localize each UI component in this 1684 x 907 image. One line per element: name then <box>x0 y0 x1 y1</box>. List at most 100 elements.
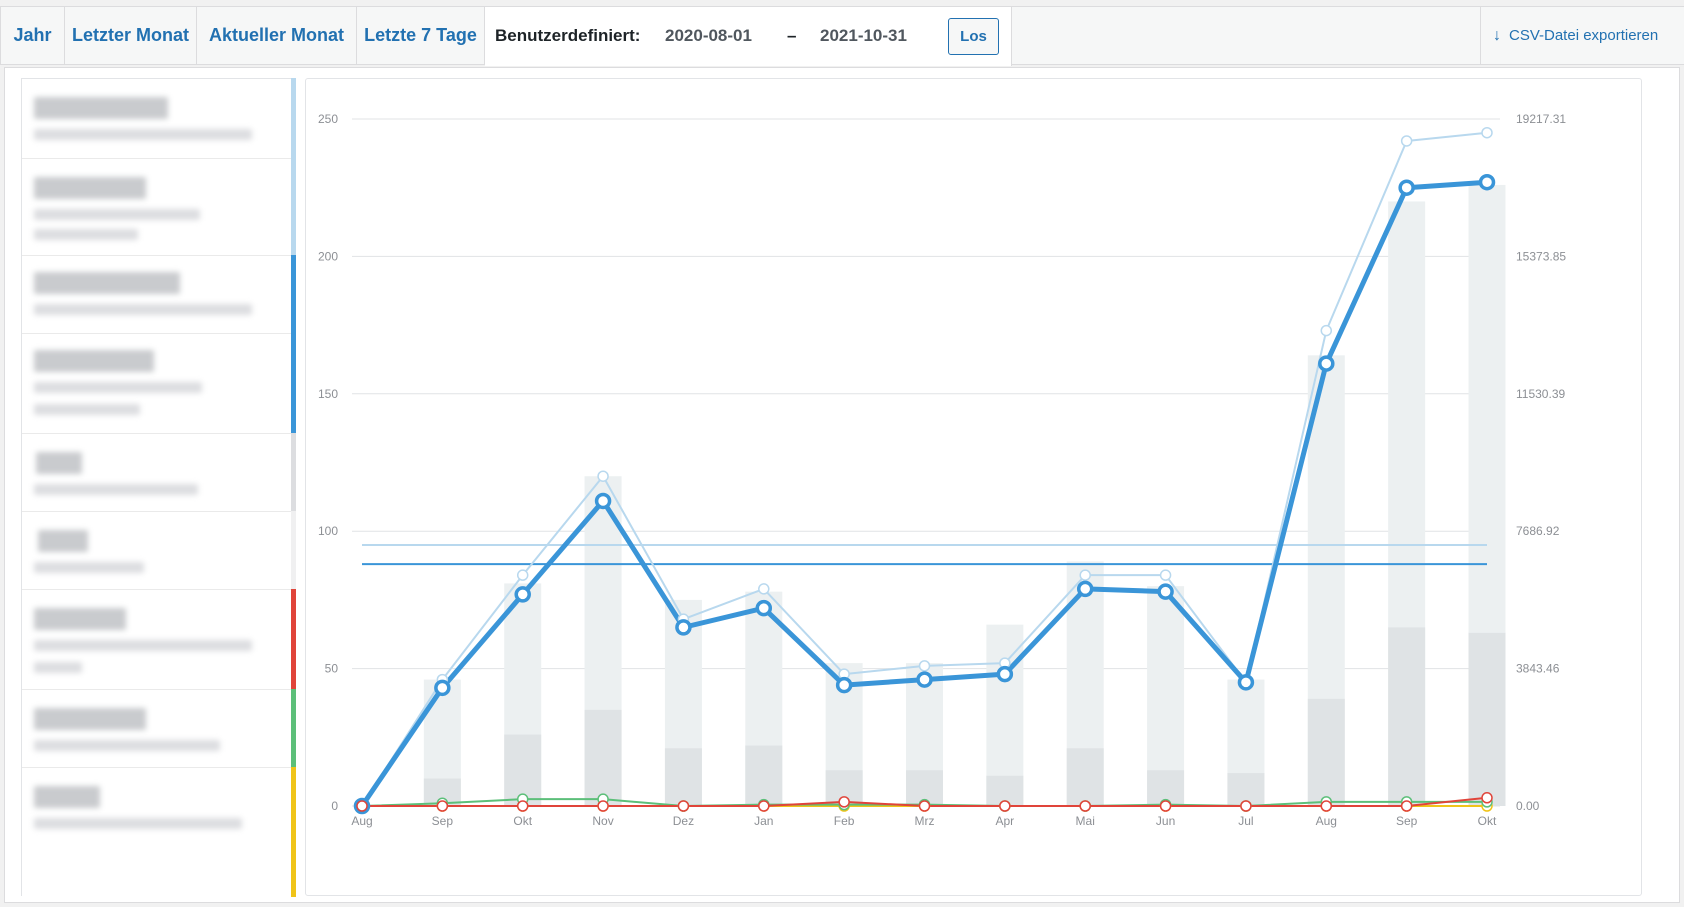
data-point[interactable] <box>516 569 529 581</box>
series-color-bar <box>291 433 296 512</box>
bar <box>1307 698 1345 806</box>
data-point[interactable] <box>1079 569 1091 581</box>
data-point[interactable] <box>434 679 451 697</box>
redacted-description <box>34 382 202 393</box>
data-point[interactable] <box>916 671 933 688</box>
data-point[interactable] <box>1400 135 1413 147</box>
redacted-description <box>34 562 144 573</box>
data-point[interactable] <box>514 586 531 603</box>
series-color-bar <box>291 255 296 334</box>
data-point[interactable] <box>356 800 368 812</box>
data-point[interactable] <box>516 800 529 812</box>
legend-item[interactable] <box>22 78 296 159</box>
data-point[interactable] <box>597 470 609 482</box>
data-point[interactable] <box>1398 179 1415 196</box>
bar <box>1388 627 1426 806</box>
data-point[interactable] <box>594 492 612 510</box>
legend-item[interactable] <box>22 767 296 897</box>
redacted-description <box>34 229 138 240</box>
y-left-tick-label: 100 <box>318 524 338 538</box>
y-right-tick-label: 19217.31 <box>1516 112 1566 126</box>
y-right-tick-label: 15373.85 <box>1516 249 1566 263</box>
legend-item[interactable] <box>22 689 296 768</box>
redacted-value <box>34 97 168 119</box>
data-point[interactable] <box>597 800 609 812</box>
legend-item[interactable] <box>22 255 296 334</box>
x-tick-label: Sep <box>432 814 454 828</box>
data-point[interactable] <box>1079 800 1091 812</box>
data-point[interactable] <box>996 665 1014 683</box>
data-point[interactable] <box>1237 674 1255 691</box>
data-point[interactable] <box>1478 173 1496 191</box>
data-point[interactable] <box>835 676 853 694</box>
redacted-description <box>34 209 200 220</box>
data-point[interactable] <box>1481 126 1493 139</box>
redacted-value <box>34 786 100 808</box>
data-point[interactable] <box>1240 800 1252 812</box>
redacted-description <box>34 740 220 751</box>
x-tick-label: Nov <box>592 814 613 828</box>
data-point[interactable] <box>675 619 692 636</box>
x-tick-label: Jan <box>754 814 773 828</box>
tab-last-7-days[interactable]: Letzte 7 Tage <box>357 7 485 64</box>
data-point[interactable] <box>758 583 770 595</box>
date-from-field[interactable]: 2020-08-01 <box>665 26 752 45</box>
x-tick-label: Sep <box>1396 814 1418 828</box>
data-point[interactable] <box>1159 800 1172 812</box>
data-point[interactable] <box>1320 324 1333 337</box>
data-point[interactable] <box>1076 580 1094 598</box>
legend-item[interactable] <box>22 333 296 434</box>
redacted-value <box>34 350 154 372</box>
y-left-tick-label: 150 <box>318 387 338 401</box>
data-point[interactable] <box>1400 800 1413 812</box>
series-color-bar <box>291 78 296 159</box>
y-right-tick-label: 3843.46 <box>1516 662 1560 676</box>
tab-year[interactable]: Jahr <box>0 7 65 64</box>
bar <box>664 748 702 806</box>
data-point[interactable] <box>918 800 931 812</box>
download-arrow-icon: ↓ <box>1493 27 1501 44</box>
data-point[interactable] <box>1320 800 1333 812</box>
data-point[interactable] <box>1318 355 1335 372</box>
submit-range-button[interactable]: Los <box>948 18 999 55</box>
x-tick-label: Okt <box>513 814 532 828</box>
date-to-field[interactable]: 2021-10-31 <box>820 26 907 45</box>
data-point[interactable] <box>1159 569 1172 581</box>
x-tick-label: Okt <box>1478 814 1497 828</box>
tab-last-month[interactable]: Letzter Monat <box>65 7 197 64</box>
bar <box>584 709 622 806</box>
revenue-chart: 0 50 100 150 200 250 0.00 3843.46 7686.92 11530.3… <box>318 112 1566 828</box>
data-point[interactable] <box>755 599 773 617</box>
data-point[interactable] <box>436 800 449 812</box>
data-point[interactable] <box>999 800 1011 812</box>
x-tick-label: Jun <box>1156 814 1175 828</box>
data-point[interactable] <box>1481 792 1493 804</box>
redacted-description <box>34 818 242 829</box>
data-point[interactable] <box>1157 583 1174 600</box>
custom-range-tab: Benutzerdefiniert: 2020-08-01 – 2021-10-… <box>485 7 1012 66</box>
x-tick-label: Mrz <box>915 814 935 828</box>
tab-current-month[interactable]: Aktueller Monat <box>197 7 357 64</box>
date-range-tabs: Jahr Letzter Monat Aktueller Monat Letzt… <box>0 6 1684 66</box>
legend-item[interactable] <box>22 158 296 256</box>
x-tick-label: Mai <box>1076 814 1095 828</box>
series-color-bar <box>291 689 296 768</box>
redacted-description <box>34 484 198 495</box>
legend-sidebar <box>21 78 296 897</box>
data-point[interactable] <box>677 800 690 812</box>
data-point[interactable] <box>758 800 770 812</box>
y-left-tick-label: 0 <box>331 799 338 813</box>
bar <box>1147 586 1185 806</box>
redacted-value <box>34 708 146 730</box>
legend-item[interactable] <box>22 511 296 590</box>
export-csv-link[interactable]: ↓ CSV-Datei exportieren <box>1480 7 1684 64</box>
data-point[interactable] <box>838 796 850 808</box>
legend-item[interactable] <box>22 433 296 512</box>
bar <box>1468 632 1506 806</box>
data-point[interactable] <box>918 660 931 672</box>
y-left-tick-label: 200 <box>318 249 338 263</box>
redacted-value <box>34 177 146 199</box>
legend-item[interactable] <box>22 589 296 690</box>
series-color-bar <box>291 589 296 690</box>
